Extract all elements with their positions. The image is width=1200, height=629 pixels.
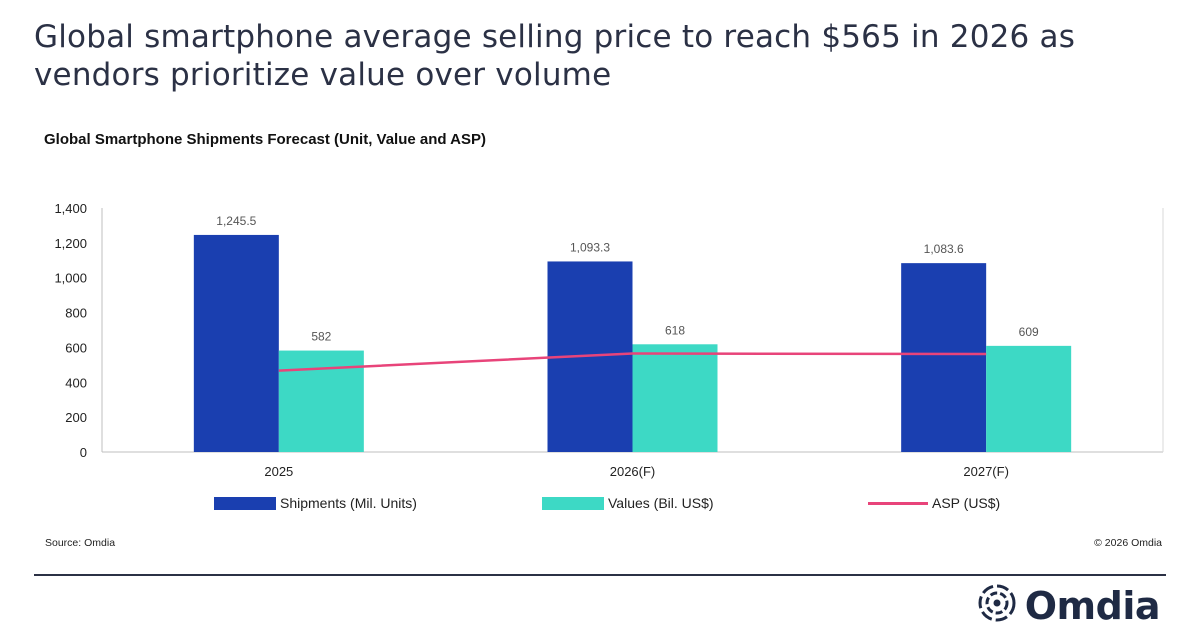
data-label: 1,083.6 <box>924 242 964 256</box>
legend-swatch-shipments <box>214 496 276 510</box>
data-label: 1,245.5 <box>216 214 256 228</box>
headline: Global smartphone average selling price … <box>34 19 1076 93</box>
bar-values-1 <box>632 344 718 452</box>
source-note: Source: Omdia <box>45 537 116 549</box>
legend-item-asp: ASP (US$) <box>868 495 1000 511</box>
data-label: 618 <box>665 323 685 337</box>
x-tick-label: 2025 <box>264 464 293 479</box>
x-tick-label: 2027(F) <box>963 464 1009 479</box>
copyright-note: © 2026 Omdia <box>1094 537 1162 549</box>
legend-label-values: Values (Bil. US$) <box>608 495 714 511</box>
bar-values-0 <box>278 350 364 452</box>
omdia-logo-icon <box>977 583 1017 628</box>
y-tick-label: 200 <box>65 410 87 425</box>
data-label: 609 <box>1019 325 1039 339</box>
chart-title: Global Smartphone Shipments Forecast (Un… <box>44 131 487 148</box>
bar-values-2 <box>986 345 1072 452</box>
bar-shipments-2 <box>901 263 987 452</box>
y-tick-label: 1,000 <box>54 271 87 286</box>
divider <box>34 574 1166 576</box>
brand-name: Omdia <box>1024 583 1161 628</box>
legend-swatch-asp <box>868 501 928 505</box>
legend-item-values: Values (Bil. US$) <box>542 495 714 511</box>
data-label: 582 <box>311 330 331 344</box>
legend-label-shipments: Shipments (Mil. Units) <box>280 495 417 511</box>
y-tick-label: 0 <box>80 445 87 460</box>
legend-swatch-values <box>542 496 604 510</box>
y-tick-label: 1,400 <box>54 201 87 216</box>
x-tick-label: 2026(F) <box>610 464 656 479</box>
y-tick-label: 600 <box>65 340 87 355</box>
legend-label-asp: ASP (US$) <box>932 495 1001 511</box>
y-tick-label: 1,200 <box>54 236 87 251</box>
y-tick-label: 400 <box>65 375 87 390</box>
brand-logo: Omdia <box>977 583 1161 628</box>
legend-item-shipments: Shipments (Mil. Units) <box>214 495 417 511</box>
data-label: 1,093.3 <box>570 240 610 254</box>
y-tick-label: 800 <box>65 306 87 321</box>
bar-shipments-0 <box>193 234 279 452</box>
